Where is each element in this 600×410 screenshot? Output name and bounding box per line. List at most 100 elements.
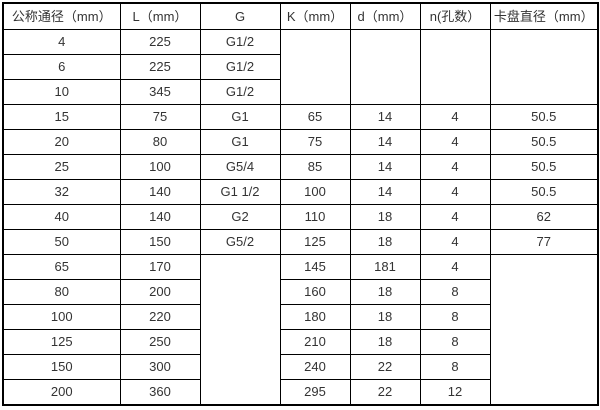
cell-k: 85: [279, 154, 351, 180]
cell-k: 110: [279, 204, 351, 230]
cell-g: G2: [199, 204, 281, 230]
cell-dn: 125: [2, 329, 121, 355]
header-nominal-diameter: 公称通径（mm）: [2, 2, 121, 30]
table-row: 125 250 210 18 8: [2, 329, 598, 355]
cell-n: 4: [419, 179, 491, 205]
cell-n: 4: [419, 129, 491, 155]
cell-chuck: 62: [489, 204, 599, 230]
cell-d: 22: [349, 379, 421, 406]
cell-l: 150: [119, 229, 201, 255]
cell-chuck: 50.5: [489, 179, 599, 205]
table-row: 25 100 G5/4 85 14 4 50.5: [2, 154, 599, 180]
cell-dn: 15: [2, 104, 121, 130]
header-chuck-diameter: 卡盘直径（mm）: [489, 2, 599, 30]
table-row: 150 300 240 22 8: [2, 354, 598, 380]
cell-g: G1/2: [199, 29, 281, 55]
header-row: 公称通径（mm） L（mm） G K（mm） d（mm） n(孔数） 卡盘直径（…: [2, 2, 599, 30]
cell-n: 8: [419, 304, 491, 330]
cell-l: 170: [119, 254, 201, 280]
cell-dn: 20: [2, 129, 121, 155]
cell-chuck: 50.5: [489, 129, 599, 155]
header-d: d（mm）: [349, 2, 421, 30]
cell-g: G1/2: [199, 79, 281, 105]
cell-g-empty: [199, 254, 281, 406]
cell-dn: 32: [2, 179, 121, 205]
cell-k: 145: [279, 254, 351, 280]
cell-d: 14: [349, 129, 421, 155]
cell-chuck: 50.5: [489, 154, 599, 180]
cell-k: 295: [279, 379, 351, 406]
cell-l: 225: [119, 54, 201, 80]
cell-dn: 100: [2, 304, 121, 330]
cell-dn: 6: [2, 54, 121, 80]
cell-n: 4: [419, 104, 491, 130]
cell-l: 200: [119, 279, 201, 305]
cell-g: G1/2: [199, 54, 281, 80]
cell-n: 4: [419, 254, 491, 280]
cell-d: 14: [349, 154, 421, 180]
cell-chuck-empty: [489, 254, 599, 406]
cell-dn: 50: [2, 229, 121, 255]
header-g: G: [199, 2, 281, 30]
cell-n: 4: [419, 229, 491, 255]
cell-k: 210: [279, 329, 351, 355]
cell-k: 100: [279, 179, 351, 205]
header-n-holes: n(孔数）: [419, 2, 491, 30]
cell-n: 8: [419, 329, 491, 355]
table-row: 50 150 G5/2 125 18 4 77: [2, 229, 599, 255]
cell-chuck: 77: [489, 229, 599, 255]
table-row: 65 170 145 181 4: [2, 254, 599, 406]
cell-d: 14: [349, 104, 421, 130]
cell-k: 125: [279, 229, 351, 255]
cell-d: 181: [349, 254, 421, 280]
cell-g: G5/4: [199, 154, 281, 180]
cell-l: 100: [119, 154, 201, 180]
cell-l: 80: [119, 129, 201, 155]
table-row: 20 80 G1 75 14 4 50.5: [2, 129, 599, 155]
cell-dn: 4: [2, 29, 121, 55]
cell-n-empty: [419, 29, 491, 105]
cell-dn: 80: [2, 279, 121, 305]
cell-g: G5/2: [199, 229, 281, 255]
cell-dn: 200: [2, 379, 121, 406]
cell-d: 14: [349, 179, 421, 205]
cell-l: 225: [119, 29, 201, 55]
cell-d: 18: [349, 304, 421, 330]
cell-n: 8: [419, 354, 491, 380]
header-k: K（mm）: [279, 2, 351, 30]
cell-dn: 40: [2, 204, 121, 230]
cell-dn: 65: [2, 254, 121, 280]
cell-d: 18: [349, 329, 421, 355]
cell-n: 4: [419, 154, 491, 180]
cell-l: 250: [119, 329, 201, 355]
cell-n: 4: [419, 204, 491, 230]
cell-d: 18: [349, 204, 421, 230]
cell-l: 140: [119, 204, 201, 230]
cell-l: 140: [119, 179, 201, 205]
header-l: L（mm）: [119, 2, 201, 30]
cell-k: 180: [279, 304, 351, 330]
cell-d: 18: [349, 279, 421, 305]
cell-g: G1: [199, 129, 281, 155]
cell-dn: 25: [2, 154, 121, 180]
table-row: 4 225 G1/2: [2, 29, 599, 105]
cell-l: 345: [119, 79, 201, 105]
cell-l: 220: [119, 304, 201, 330]
table-row: 200 360 295 22 12: [2, 379, 598, 406]
cell-chuck-empty: [489, 29, 599, 105]
cell-l: 300: [119, 354, 201, 380]
cell-g: G1: [199, 104, 281, 130]
table-row: 80 200 160 18 8: [2, 279, 598, 305]
table-row: 6 225 G1/2: [2, 54, 598, 80]
cell-d: 18: [349, 229, 421, 255]
cell-d: 22: [349, 354, 421, 380]
cell-n: 8: [419, 279, 491, 305]
cell-n: 12: [419, 379, 491, 406]
table-row: 40 140 G2 110 18 4 62: [2, 204, 599, 230]
cell-k: 65: [279, 104, 351, 130]
cell-chuck: 50.5: [489, 104, 599, 130]
cell-l: 360: [119, 379, 201, 406]
cell-k: 160: [279, 279, 351, 305]
